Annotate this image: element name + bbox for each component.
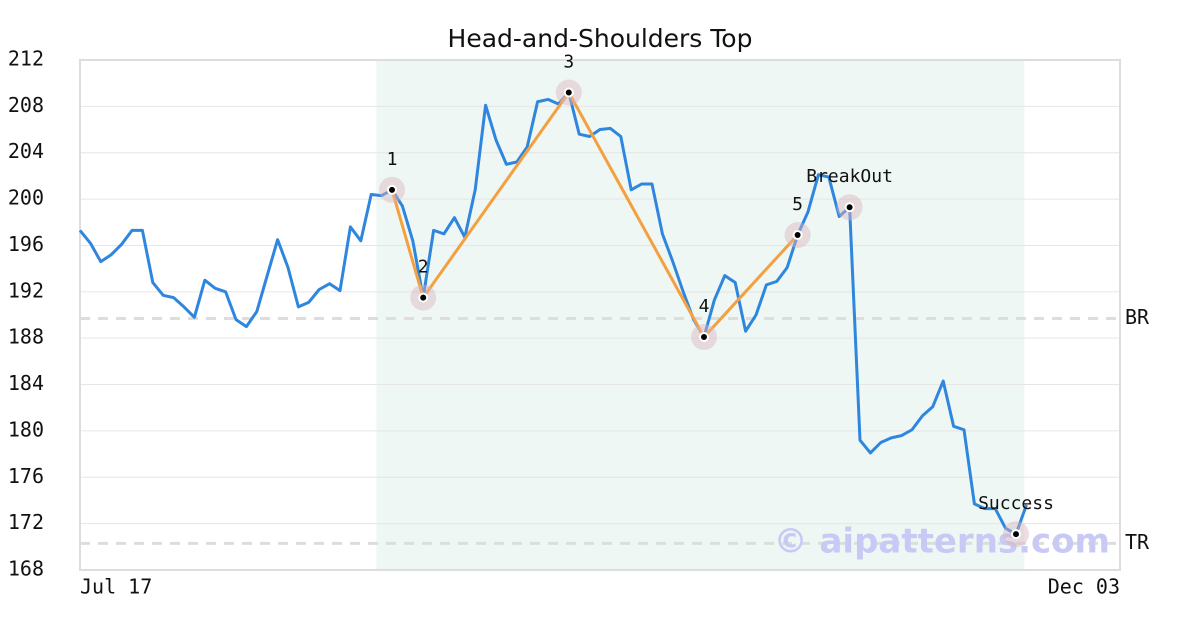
x-tick-label: Jul 17 <box>80 575 152 599</box>
pattern-point <box>418 292 429 303</box>
y-tick-label: 176 <box>8 464 44 488</box>
y-tick-label: 168 <box>8 557 44 581</box>
y-tick-label: 208 <box>8 93 44 117</box>
level-label: TR <box>1125 530 1150 554</box>
level-label: BR <box>1125 305 1150 329</box>
chart-title: Head-and-Shoulders Top <box>448 24 753 53</box>
price-line <box>78 90 1028 536</box>
y-tick-label: 200 <box>8 186 44 210</box>
pattern-point <box>387 184 397 195</box>
pattern-point <box>563 87 574 98</box>
pattern-label: BreakOut <box>806 166 893 187</box>
y-tick-label: 192 <box>8 278 44 302</box>
y-tick-label: 180 <box>8 417 44 441</box>
pattern-label: 3 <box>563 51 574 72</box>
pattern-window <box>376 60 1025 570</box>
watermark: © aipatterns.com <box>774 522 1110 562</box>
y-tick-label: 196 <box>8 232 44 256</box>
pattern-label: 5 <box>792 194 803 215</box>
pattern-label: 4 <box>699 296 710 317</box>
pattern-label: 2 <box>418 257 429 278</box>
pattern-point <box>844 202 855 213</box>
y-tick-label: 204 <box>8 139 44 163</box>
pattern-label: 1 <box>387 149 398 170</box>
y-tick-label: 172 <box>8 510 44 534</box>
y-tick-label: 184 <box>8 371 44 395</box>
pattern-label: Success <box>978 493 1054 514</box>
y-tick-label: 212 <box>8 47 44 71</box>
pattern-point <box>699 332 709 343</box>
pattern-point <box>1011 529 1021 540</box>
x-tick-label: Dec 03 <box>1048 575 1120 599</box>
plot-frame <box>79 59 1121 571</box>
pattern-point <box>792 230 803 241</box>
y-tick-label: 188 <box>8 325 44 349</box>
